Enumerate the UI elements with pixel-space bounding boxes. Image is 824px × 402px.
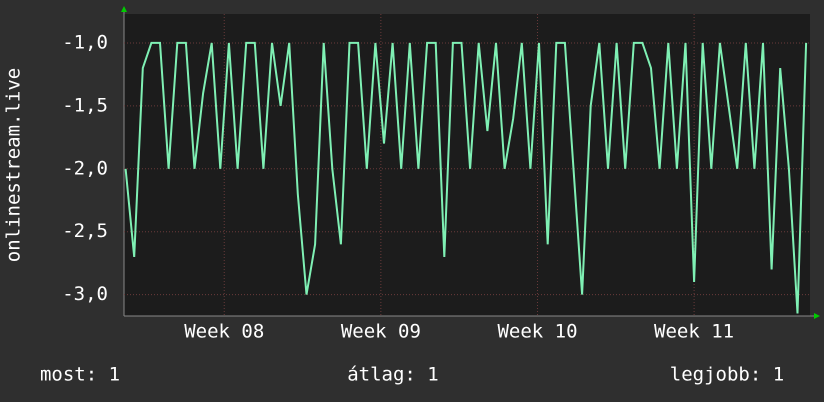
- y-axis-arrow: [121, 6, 127, 12]
- stat-max: legjobb: 1: [670, 364, 784, 386]
- x-axis-arrow: [814, 313, 820, 319]
- y-tick-label: -2,0: [62, 157, 108, 179]
- y-tick-label: -3,0: [62, 283, 108, 305]
- y-tick-label: -2,5: [62, 220, 108, 242]
- stat-current: most: 1: [40, 364, 120, 386]
- x-tick-label: Week 09: [341, 321, 421, 343]
- y-tick-label: -1,0: [62, 31, 108, 53]
- x-tick-label: Week 08: [184, 321, 264, 343]
- data-line: [124, 41, 808, 314]
- x-tick-label: Week 11: [654, 321, 734, 343]
- x-tick-label: Week 10: [497, 321, 577, 343]
- y-axis-label: onlinestream.live: [3, 68, 25, 262]
- stat-average: átlag: 1: [347, 364, 439, 386]
- y-tick-label: -1,5: [62, 94, 108, 116]
